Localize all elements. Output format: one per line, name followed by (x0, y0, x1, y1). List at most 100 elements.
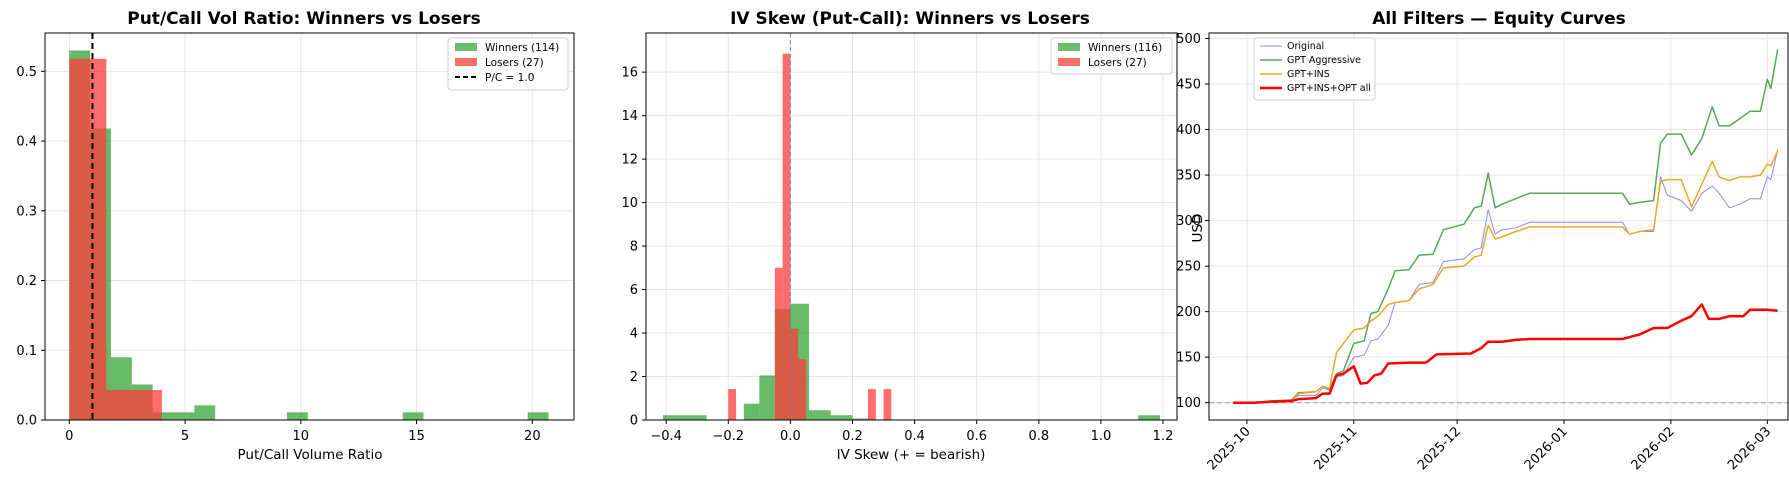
x-tick-label: 10 (293, 429, 310, 444)
chart-3-legend-gpt-ins-opt: GPT+INS+OPT all (1287, 83, 1371, 94)
losers-bar (728, 389, 737, 420)
y-tick-label: 450 (1176, 77, 1201, 92)
x-tick-label: 1.2 (1153, 429, 1174, 444)
chart-2-legend-winners: Winners (116) (1088, 42, 1162, 54)
losers-bar (106, 390, 125, 420)
chart-2-legend-losers: Losers (27) (1088, 57, 1147, 69)
losers-bar (774, 267, 783, 420)
chart-2-title: IV Skew (Put-Call): Winners vs Losers (730, 9, 1090, 29)
x-tick-label: 0.8 (1028, 429, 1049, 444)
losers-bar (868, 389, 876, 420)
y-tick-label: 4 (630, 327, 638, 342)
losers-bar (790, 328, 799, 420)
winners-bar (527, 412, 549, 420)
losers-bar (798, 359, 806, 420)
chart-1-legend-swatch-winners (455, 43, 477, 51)
gpt-ins-opt-all-line (1233, 303, 1778, 404)
y-tick-label: 10 (621, 196, 638, 211)
chart-2-x-ticks: −0.4 −0.2 0.0 0.2 0.4 0.6 0.8 1.0 1.2 (650, 420, 1173, 444)
winners-bar (173, 412, 195, 420)
y-tick-label: 350 (1176, 169, 1201, 184)
chart-iv-skew: IV Skew (Put-Call): Winners vs Losers −0… (621, 9, 1178, 463)
x-tick-label: 5 (181, 429, 189, 444)
chart-1-legend-losers: Losers (27) (485, 57, 544, 69)
chart-3-y-axis-label: USD (1190, 214, 1206, 243)
original-line (1233, 149, 1779, 404)
losers-bar (782, 53, 791, 421)
losers-bar (143, 390, 162, 420)
x-tick-label: 15 (408, 429, 425, 444)
chart-2-y-ticks: 0 2 4 6 8 10 12 14 16 (621, 66, 646, 429)
losers-bar (69, 58, 88, 421)
winners-bar (402, 412, 424, 420)
losers-bar (124, 390, 144, 420)
chart-2-winners-bars (663, 303, 1160, 420)
x-tick-label: 2026-03 (1725, 424, 1774, 473)
y-tick-label: 16 (621, 66, 638, 81)
y-tick-label: 0.2 (16, 274, 37, 289)
chart-2-legend-swatch-winners (1058, 43, 1080, 51)
x-tick-label: 20 (524, 429, 541, 444)
winners-bar (743, 403, 760, 420)
x-tick-label: 0 (65, 429, 73, 444)
winners-bar (152, 412, 174, 420)
x-tick-label: 2026-01 (1522, 424, 1571, 473)
x-tick-label: 0.6 (966, 429, 987, 444)
y-tick-label: 100 (1176, 396, 1201, 411)
chart-2-grid (646, 33, 1177, 421)
y-tick-label: 8 (630, 240, 638, 255)
x-tick-label: 1.0 (1091, 429, 1112, 444)
chart-1-title: Put/Call Vol Ratio: Winners vs Losers (127, 9, 481, 29)
y-tick-label: 6 (630, 283, 638, 298)
winners-bar (663, 415, 707, 420)
y-tick-label: 0.3 (16, 204, 37, 219)
chart-2-legend-swatch-losers (1058, 58, 1080, 66)
winners-bar (194, 405, 216, 420)
gpt-ins-line (1233, 150, 1779, 404)
y-tick-label: 2 (630, 370, 638, 385)
y-tick-label: 300 (1176, 214, 1201, 229)
gpt-aggressive-line (1233, 49, 1779, 404)
chart-2-frame (645, 32, 1178, 421)
chart-2-legend-box (1050, 37, 1173, 75)
chart-1-legend: Winners (114) Losers (27) P/C = 1.0 (447, 37, 569, 91)
chart-1-legend-box (447, 37, 569, 91)
chart-1-legend-winners: Winners (114) (485, 42, 559, 54)
winners-bar (809, 410, 831, 420)
x-tick-label: −0.4 (650, 429, 682, 444)
y-tick-label: 0.0 (16, 414, 37, 429)
chart-3-legend-box (1253, 37, 1376, 101)
winners-bar (852, 418, 872, 420)
y-tick-label: 150 (1176, 351, 1201, 366)
chart-1-frame (44, 32, 575, 421)
x-tick-label: 2026-02 (1629, 424, 1678, 473)
y-tick-label: 12 (621, 153, 638, 168)
y-tick-label: 0 (630, 414, 638, 429)
chart-1-losers-bars (69, 58, 162, 421)
chart-3-title: All Filters — Equity Curves (1372, 9, 1626, 29)
y-tick-label: 200 (1176, 305, 1201, 320)
y-tick-label: 0.4 (16, 135, 37, 150)
chart-2-losers-bars (728, 53, 892, 421)
chart-3-frame (1208, 32, 1789, 421)
chart-3-y-ticks: 100 150 200 250 300 350 400 450 500 (1176, 32, 1209, 411)
winners-bar (759, 375, 775, 420)
x-tick-label: 0.4 (904, 429, 925, 444)
chart-3-legend: Original GPT Aggressive GPT+INS GPT+INS+… (1253, 37, 1376, 101)
x-tick-label: 0.2 (842, 429, 863, 444)
chart-putcall-ratio: Put/Call Vol Ratio: Winners vs Losers 0 5… (16, 9, 575, 463)
chart-1-x-ticks: 0 5 10 15 20 (65, 420, 541, 444)
chart-3-legend-gpt-aggressive: GPT Aggressive (1287, 55, 1361, 66)
chart-2-x-axis-label: IV Skew (+ = bearish) (837, 447, 986, 463)
y-tick-label: 0.1 (16, 344, 37, 359)
chart-1-legend-swatch-losers (455, 58, 477, 66)
losers-bar (87, 58, 107, 421)
chart-3-x-ticks: 2025-10 2025-11 2025-12 2026-01 2026-02 2026-… (1205, 420, 1774, 473)
winners-bar (1138, 415, 1160, 420)
chart-equity-curves: All Filters — Equity Curves 2025-10 2025-… (1176, 9, 1789, 473)
x-tick-label: 2025-11 (1312, 424, 1361, 473)
chart-1-legend-ref: P/C = 1.0 (485, 72, 534, 84)
y-tick-label: 14 (621, 109, 638, 124)
chart-1-winners-bars (69, 50, 549, 420)
